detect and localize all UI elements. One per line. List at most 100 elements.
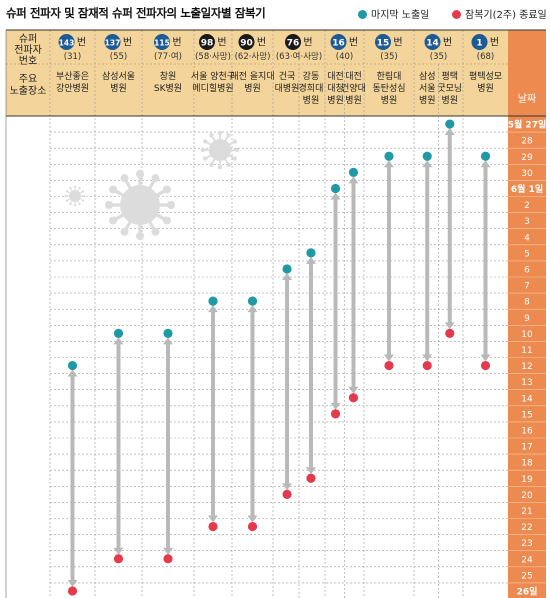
incubation-range-1 (113, 328, 124, 564)
last-exposure-point (247, 296, 258, 306)
incubation-end-point (282, 489, 292, 499)
incubation-range-6 (305, 248, 316, 483)
incubation-range-3 (208, 296, 218, 532)
spreader-badge-1 (471, 34, 488, 50)
virus-spike-tip (105, 201, 113, 209)
spreader-place-98: 서울 양천구 (191, 71, 235, 82)
incubation-range-10 (422, 151, 433, 371)
incubation-arrow-head-down (163, 547, 173, 555)
incubation-arrow-head-down (305, 467, 316, 475)
incubation-arrow-head-up (282, 272, 293, 280)
date-label: 29 (521, 153, 533, 163)
spreader-info-115: (77·여) (154, 51, 182, 62)
incubation-arrow-head-down (348, 386, 359, 394)
incubation-arrow-head-up (67, 369, 78, 377)
spreader-number-90: 90 (240, 39, 253, 49)
spreader-place2-16: 병원 (345, 95, 362, 106)
date-label: 22 (521, 523, 532, 533)
virus-spike-tip (209, 133, 214, 138)
spreader-badge-115 (154, 34, 170, 50)
incubation-arrow-head-up (330, 192, 341, 200)
incubation-end-point (67, 586, 78, 596)
incubation-arrow-head-down (330, 402, 341, 410)
last-exposure-point (208, 296, 218, 306)
virus-spike-tip (162, 185, 171, 194)
last-exposure-point (384, 151, 394, 161)
header-exposure-place-label: 주요 (19, 74, 37, 85)
date-label: 20 (521, 491, 533, 501)
incubation-arrow-head-up (444, 128, 455, 136)
spreader-number-115: 115 (154, 39, 170, 48)
spreader-place-14: 서울 (419, 83, 436, 94)
spreader-place2-14: 병원 (441, 95, 458, 106)
spreader-number-137: 137 (105, 39, 121, 48)
virus-spike-tip (65, 199, 69, 202)
virus-spike-tip (232, 139, 237, 144)
date-label: 11 (521, 346, 532, 356)
incubation-arrow-head-up (163, 337, 173, 345)
incubation-end-point (422, 360, 432, 371)
virus-spike-tip (120, 174, 129, 183)
incubation-arrow-head-down (282, 483, 293, 491)
spreader-place-90: 병원 (244, 83, 261, 94)
virus-spike-tip (69, 186, 72, 190)
incubation-arrow-head-up (422, 160, 433, 168)
incubation-end-point (306, 473, 316, 483)
date-label: 18 (521, 459, 533, 469)
virus-spike-tip (151, 174, 160, 183)
virus-large-icon (105, 170, 175, 240)
date-label: 23 (521, 539, 532, 549)
virus-spike-tip (69, 202, 72, 206)
last-exposure-point (422, 151, 432, 161)
virus-spike-tip (203, 156, 208, 161)
legend-teal-dot (358, 10, 367, 19)
spreader-place-98: 메디힐병원 (192, 82, 233, 94)
spreader-place-137: 삼성서울 (102, 71, 135, 82)
header-background (6, 30, 508, 116)
incubation-range-5 (282, 264, 293, 499)
spreader-place-76: 대병원 (275, 83, 300, 94)
virus-spike-tip (167, 201, 175, 209)
date-label: 24 (521, 555, 533, 565)
spreader-place-14: 삼성 (419, 71, 436, 82)
date-label: 17 (521, 443, 532, 453)
incubation-range-7 (330, 183, 341, 419)
date-label: 8 (524, 298, 530, 308)
date-label: 9 (524, 314, 530, 324)
spreader-info-76: (63·여·사망) (276, 51, 322, 62)
incubation-arrow-head-down (67, 579, 78, 587)
date-label: 7 (524, 282, 530, 292)
last-exposure-point (480, 151, 491, 161)
spreader-place-115: 창원 (160, 71, 177, 82)
date-label: 6월 1일 (511, 183, 543, 195)
virus-spike-tip (73, 185, 77, 188)
spreader-badge-16 (330, 34, 347, 50)
header-spreader-number-label: 슈퍼 (19, 33, 37, 45)
last-exposure-point (348, 167, 359, 177)
spreader-suffix: 번 (172, 37, 181, 49)
incubation-range-2 (163, 328, 173, 564)
spreader-number-98: 98 (201, 39, 214, 49)
virus-spike-tip (136, 170, 144, 178)
date-label: 13 (521, 378, 532, 388)
spreader-suffix: 번 (123, 37, 132, 49)
incubation-end-point (348, 393, 359, 403)
incubation-end-point (113, 554, 124, 564)
incubation-arrow-head-down (480, 354, 491, 362)
virus-body (120, 185, 160, 225)
date-label: 12 (521, 362, 532, 372)
date-label: 28 (521, 137, 533, 147)
virus-spike-tip (81, 190, 85, 193)
spreader-place2-14: 평택 (441, 71, 458, 82)
virus-spike-tip (78, 202, 81, 206)
legend-red-dot (452, 10, 461, 19)
spreader-info-143: (31) (64, 52, 81, 62)
virus-spike-tip (234, 147, 240, 153)
incubation-arrow-head-up (480, 160, 491, 168)
header-spreader-number-label: 전파자 (14, 44, 42, 56)
virus-spike-tip (232, 156, 237, 161)
virus-medium-icon (200, 130, 240, 170)
date-label: 4 (524, 233, 530, 243)
header-spreader-number-label: 번호 (19, 55, 37, 67)
